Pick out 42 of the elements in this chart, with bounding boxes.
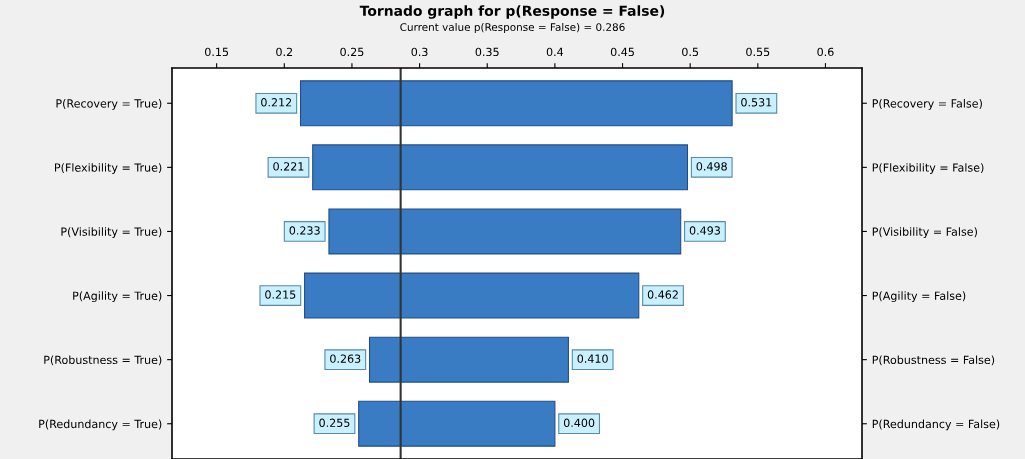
x-tick-label: 0.45 — [610, 47, 634, 57]
x-tick-label: 0.35 — [475, 47, 499, 57]
y-tick-label: P(Robustness = True) — [44, 355, 162, 366]
annotation: 0.233 — [289, 226, 320, 235]
y-tick-label: P(Flexibility = True) — [55, 163, 162, 174]
x-tick-label: 0.55 — [746, 47, 770, 57]
bar — [304, 272, 640, 319]
bar — [328, 208, 682, 255]
annotation: 0.493 — [689, 226, 720, 235]
annotation: 0.531 — [741, 98, 772, 107]
y2-tick-label: P(Visibility = False) — [872, 227, 977, 238]
x-tick-label: 0.2 — [276, 47, 293, 57]
bar — [358, 400, 556, 447]
x-tick-label: 0.4 — [546, 47, 564, 57]
x-tick-label: 0.15 — [205, 47, 229, 57]
y2-tick-label: P(Redundancy = False) — [872, 419, 1000, 431]
x-tick-label: 0.3 — [411, 47, 428, 57]
bar — [368, 336, 569, 383]
y-tick-label: P(Redundancy = True) — [39, 419, 162, 431]
y2-tick-label: P(Agility = False) — [872, 291, 966, 303]
annotation: 0.221 — [273, 162, 304, 171]
x-tick-label: 0.6 — [817, 47, 834, 57]
annotation: 0.212 — [261, 98, 292, 107]
annotation: 0.215 — [265, 290, 296, 299]
annotation: 0.400 — [563, 418, 595, 427]
annotation: 0.255 — [319, 418, 350, 427]
y-tick-label: P(Agility = True) — [73, 291, 162, 303]
x-tick-label: 0.25 — [340, 47, 364, 57]
chart-title: Tornado graph for p(Response = False) — [359, 5, 665, 19]
y2-tick-label: P(Robustness = False) — [872, 355, 995, 366]
x-tick-label: 0.5 — [682, 47, 699, 57]
annotation: 0.498 — [696, 162, 727, 171]
y-tick-label: P(Recovery = True) — [56, 99, 162, 110]
y-tick-label: P(Visibility = True) — [61, 227, 162, 238]
bar — [299, 80, 733, 127]
bar — [312, 144, 689, 191]
annotation: 0.410 — [577, 354, 608, 363]
y2-tick-label: P(Flexibility = False) — [872, 163, 984, 174]
chart-subtitle: Current value p(Response = False) = 0.286 — [400, 22, 625, 34]
annotation: 0.462 — [647, 290, 678, 299]
annotation: 0.263 — [330, 354, 361, 363]
y2-tick-label: P(Recovery = False) — [872, 99, 982, 110]
